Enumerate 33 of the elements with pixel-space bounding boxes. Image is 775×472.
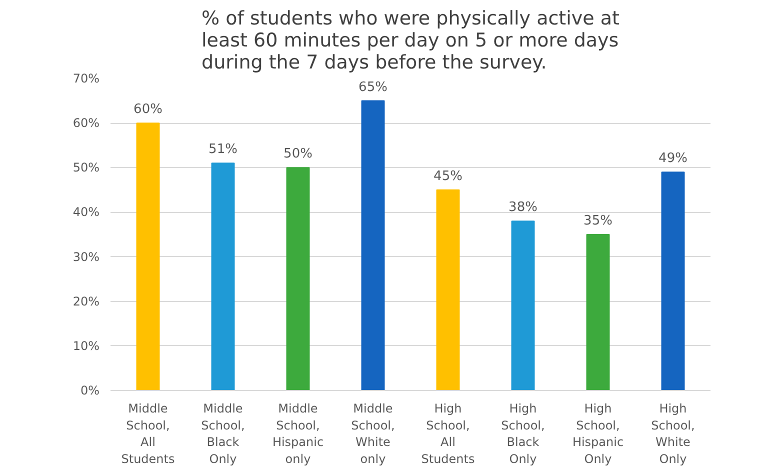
data-label: 38% — [508, 200, 538, 216]
x-tick-label: High School, Black Only — [501, 402, 545, 466]
data-label: 35% — [584, 214, 612, 228]
y-tick-label: 70% — [72, 72, 100, 86]
chart-title: % of students who were physically active at least 60 minutes per day on 5 or more days during the 7 days before the survey. — [202, 8, 620, 74]
bar — [661, 172, 685, 390]
bar — [211, 162, 235, 390]
x-tick-label: High School, Hispanic Only — [572, 402, 624, 466]
y-tick-label: 20% — [72, 294, 100, 308]
y-tick-label: 40% — [72, 205, 100, 220]
y-tick-label: 0% — [80, 384, 100, 398]
y-tick-label: 50% — [72, 160, 100, 175]
bar — [586, 234, 610, 390]
x-tick-label: High School, White Only — [651, 402, 695, 466]
data-label: 51% — [208, 142, 238, 158]
data-label: 60% — [134, 102, 162, 118]
x-tick-label: Middle School, White only — [351, 402, 395, 466]
y-tick-label: 10% — [72, 338, 100, 353]
y-tick-label: 60% — [72, 116, 100, 130]
bar — [511, 220, 535, 390]
y-tick-label: 30% — [72, 250, 100, 264]
data-label: 49% — [658, 151, 688, 166]
x-tick-label: High School, All Students — [421, 402, 475, 466]
bar — [286, 167, 310, 390]
data-label: 50% — [284, 146, 312, 162]
x-tick-label: Middle School, Hispanic only — [272, 402, 324, 466]
bar — [436, 189, 460, 390]
data-label: 45% — [434, 168, 462, 184]
data-label: 65% — [358, 80, 388, 95]
x-tick-label: Middle School, Black Only — [201, 402, 245, 466]
bar — [136, 122, 160, 390]
x-tick-label: Middle School, All Students — [121, 402, 175, 466]
bar — [361, 100, 385, 390]
